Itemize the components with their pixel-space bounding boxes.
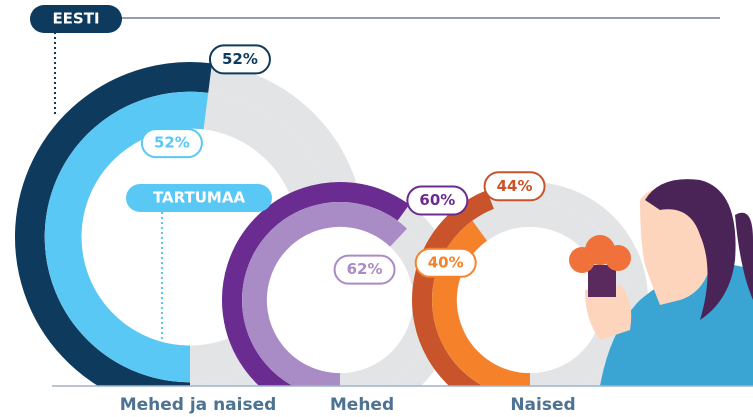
value-label: 44% — [497, 177, 533, 195]
muffin-top — [605, 245, 631, 271]
muffin-cup — [588, 265, 616, 297]
value-label: 52% — [222, 50, 258, 68]
value-label: 60% — [419, 191, 455, 209]
chart: EESTI TARTUMAA 52% 52% Mehed ja naised 60% 6… — [0, 0, 753, 417]
rings — [15, 62, 648, 417]
series-label: EESTI — [52, 10, 99, 28]
value-label: 62% — [347, 260, 383, 278]
category-label: Naised — [510, 395, 575, 415]
value-label: 40% — [428, 253, 464, 271]
series-label: TARTUMAA — [153, 189, 246, 207]
value-label: 52% — [154, 134, 190, 152]
category-label: Mehed ja naised — [120, 395, 277, 415]
category-label: Mehed — [330, 395, 394, 415]
